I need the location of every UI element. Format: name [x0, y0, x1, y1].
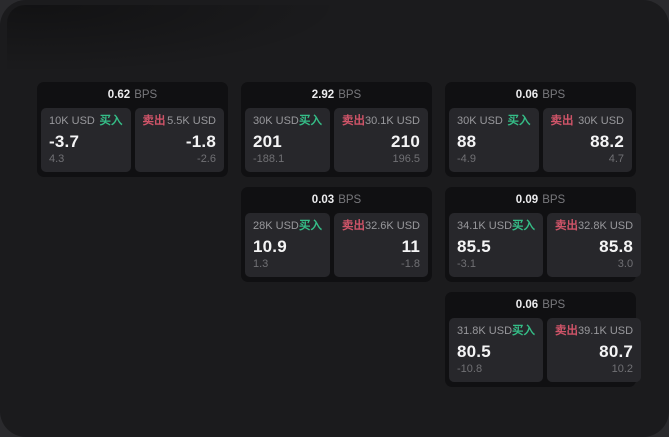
buy-price: 10.9 [253, 237, 287, 256]
quote-card-body: 10K USD 买入 -3.7 4.3 卖出 5.5K USD -1.8 -2.… [41, 108, 224, 172]
sell-panel[interactable]: 卖出 32.6K USD 11 -1.8 [333, 213, 428, 277]
buy-price: -3.7 [49, 132, 80, 151]
bps-unit-label: BPS [134, 89, 158, 101]
sell-price: 88.2 [590, 132, 624, 151]
sell-price: 210 [391, 132, 420, 151]
bps-unit-label: BPS [542, 89, 566, 101]
quote-card-body: 30K USD 买入 88 -4.9 卖出 30K USD 88.2 4.7 [449, 108, 632, 172]
quote-card-body: 30K USD 买入 201 -188.1 卖出 30.1K USD 210 1… [245, 108, 428, 172]
sell-panel[interactable]: 卖出 5.5K USD -1.8 -2.6 [134, 108, 224, 172]
bps-header: 0.06 BPS [449, 292, 632, 318]
sell-button[interactable]: 卖出 [341, 115, 365, 127]
sell-amount: 32.8K USD [578, 220, 634, 232]
quote-card-grid: 0.62 BPS 10K USD 买入 -3.7 4.3 卖出 5.5K USD [37, 82, 642, 387]
quote-card: 0.09 BPS 34.1K USD 买入 85.5 -3.1 卖出 32.8K… [445, 187, 642, 282]
sell-amount: 30.1K USD [364, 115, 420, 127]
sell-sub-value: 4.7 [608, 153, 624, 165]
buy-sub-value: -4.9 [457, 153, 476, 165]
sell-amount: 39.1K USD [578, 325, 634, 337]
buy-amount: 31.8K USD [457, 325, 513, 337]
buy-amount: 34.1K USD [457, 220, 513, 232]
sell-button[interactable]: 卖出 [341, 220, 365, 232]
buy-button[interactable]: 买入 [298, 115, 322, 127]
bps-value: 2.92 [311, 89, 335, 101]
buy-amount: 28K USD [253, 220, 299, 232]
sell-panel[interactable]: 卖出 32.8K USD 85.8 3.0 [547, 213, 642, 277]
quote-card-body: 28K USD 买入 10.9 1.3 卖出 32.6K USD 11 -1.8 [245, 213, 428, 277]
bps-header: 0.62 BPS [41, 82, 224, 108]
bps-header: 0.03 BPS [245, 187, 428, 213]
sell-sub-value: -1.8 [401, 258, 420, 270]
buy-sub-value: -10.8 [457, 363, 483, 375]
bps-value: 0.06 [515, 89, 539, 101]
buy-price: 80.5 [457, 342, 491, 361]
bps-header: 2.92 BPS [245, 82, 428, 108]
buy-button[interactable]: 买入 [507, 115, 531, 127]
buy-panel[interactable]: 10K USD 买入 -3.7 4.3 [41, 108, 131, 172]
buy-sub-value: 1.3 [253, 258, 269, 270]
buy-button[interactable]: 买入 [298, 220, 322, 232]
bps-header: 0.09 BPS [449, 187, 632, 213]
sell-panel[interactable]: 卖出 30K USD 88.2 4.7 [542, 108, 632, 172]
sell-price: 85.8 [599, 237, 634, 256]
buy-sub-value: -188.1 [253, 153, 285, 165]
buy-button[interactable]: 买入 [512, 325, 536, 337]
buy-price: 85.5 [457, 237, 491, 256]
quote-card: 0.06 BPS 30K USD 买入 88 -4.9 卖出 30K USD [445, 82, 636, 177]
buy-price: 88 [457, 132, 477, 151]
sell-button[interactable]: 卖出 [550, 115, 574, 127]
quote-card: 0.62 BPS 10K USD 买入 -3.7 4.3 卖出 5.5K USD [37, 82, 228, 177]
bps-header: 0.06 BPS [449, 82, 632, 108]
sell-sub-value: 3.0 [617, 258, 634, 270]
buy-price: 201 [253, 132, 282, 151]
sell-amount: 5.5K USD [167, 115, 216, 127]
buy-sub-value: 4.3 [49, 153, 65, 165]
sell-sub-value: 10.2 [611, 363, 634, 375]
buy-panel[interactable]: 28K USD 买入 10.9 1.3 [245, 213, 330, 277]
bps-unit-label: BPS [542, 194, 566, 206]
bps-value: 0.62 [107, 89, 131, 101]
buy-button[interactable]: 买入 [99, 115, 123, 127]
sell-price: 11 [401, 237, 420, 256]
bps-value: 0.03 [311, 194, 335, 206]
buy-button[interactable]: 买入 [512, 220, 536, 232]
bps-value: 0.06 [515, 299, 539, 311]
sell-button[interactable]: 卖出 [555, 220, 579, 232]
sell-panel[interactable]: 卖出 30.1K USD 210 196.5 [333, 108, 428, 172]
sell-sub-value: -2.6 [197, 153, 216, 165]
sell-sub-value: 196.5 [392, 153, 420, 165]
buy-amount: 10K USD [49, 115, 95, 127]
bps-unit-label: BPS [542, 299, 566, 311]
sell-price: 80.7 [599, 342, 634, 361]
quote-card: 0.03 BPS 28K USD 买入 10.9 1.3 卖出 32.6K US… [241, 187, 432, 282]
sell-amount: 32.6K USD [364, 220, 420, 232]
buy-amount: 30K USD [253, 115, 299, 127]
sell-button[interactable]: 卖出 [555, 325, 579, 337]
top-left-shade [7, 5, 487, 80]
buy-panel[interactable]: 30K USD 买入 88 -4.9 [449, 108, 539, 172]
quote-card: 2.92 BPS 30K USD 买入 201 -188.1 卖出 30.1K … [241, 82, 432, 177]
bps-unit-label: BPS [338, 89, 362, 101]
sell-price: -1.8 [185, 132, 216, 151]
quote-card-body: 34.1K USD 买入 85.5 -3.1 卖出 32.8K USD 85.8… [449, 213, 642, 277]
quote-card-body: 31.8K USD 买入 80.5 -10.8 卖出 39.1K USD 80.… [449, 318, 642, 382]
buy-panel[interactable]: 34.1K USD 买入 85.5 -3.1 [449, 213, 544, 277]
bps-unit-label: BPS [338, 194, 362, 206]
quote-card: 0.06 BPS 31.8K USD 买入 80.5 -10.8 卖出 39.1… [445, 292, 642, 387]
sell-panel[interactable]: 卖出 39.1K USD 80.7 10.2 [547, 318, 642, 382]
buy-amount: 30K USD [457, 115, 503, 127]
sell-button[interactable]: 卖出 [142, 115, 166, 127]
buy-sub-value: -3.1 [457, 258, 476, 270]
bps-value: 0.09 [515, 194, 539, 206]
buy-panel[interactable]: 30K USD 买入 201 -188.1 [245, 108, 330, 172]
buy-panel[interactable]: 31.8K USD 买入 80.5 -10.8 [449, 318, 544, 382]
sell-amount: 30K USD [578, 115, 624, 127]
